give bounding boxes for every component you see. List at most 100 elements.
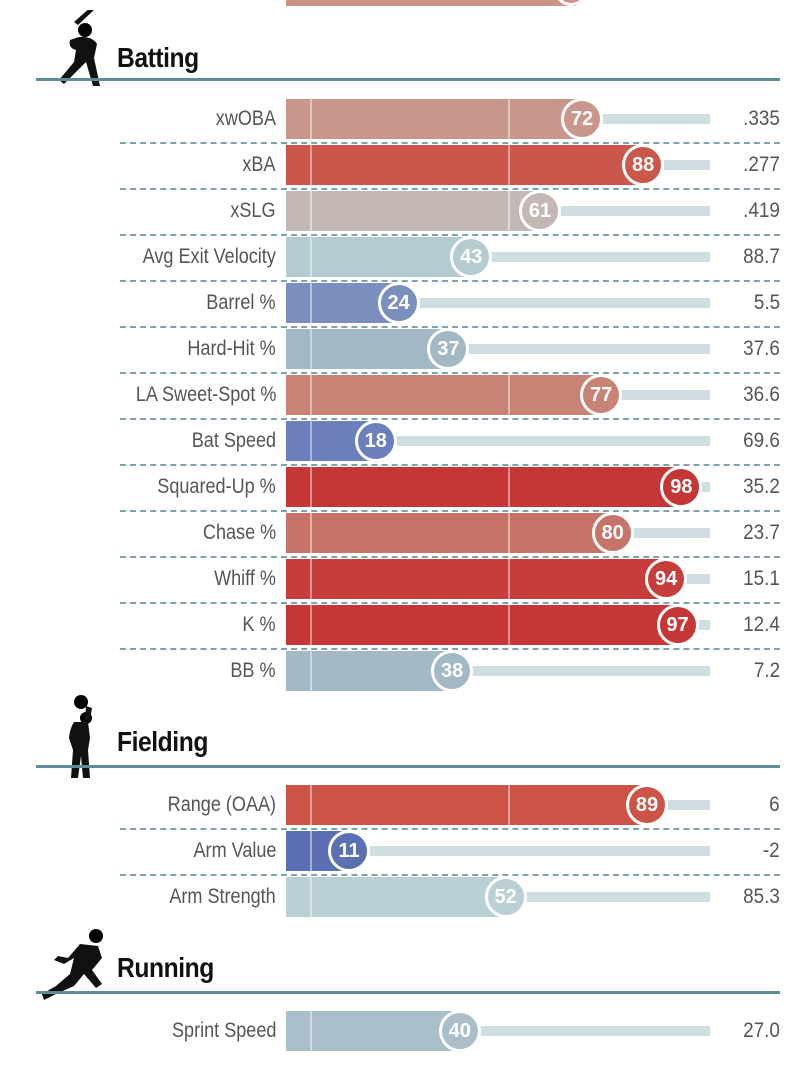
- metric-label: xSLG: [230, 199, 276, 222]
- row-divider: [120, 464, 780, 466]
- bar-gridline: [508, 467, 510, 507]
- metric-label: xwOBA: [215, 107, 276, 130]
- percentile-bar: [286, 191, 541, 231]
- metric-row: K % 97 12.4: [0, 604, 812, 651]
- percentile-bar: [286, 651, 453, 691]
- percentile-knob: 43: [450, 236, 493, 278]
- metric-value: 7.2: [753, 659, 780, 682]
- fielder-icon: [52, 694, 112, 785]
- bar-gridline: [508, 99, 510, 139]
- percentile-track: [286, 252, 710, 262]
- percentile-bar: [286, 467, 682, 507]
- percentile-knob: 24: [377, 282, 420, 324]
- percentile-knob: 88: [622, 144, 665, 186]
- percentile-bar: [286, 877, 506, 917]
- metric-value: 12.4: [743, 613, 780, 636]
- bar-gridline: [310, 421, 312, 461]
- bar-gridline: [310, 329, 312, 369]
- bar-gridline: [508, 375, 510, 415]
- metric-label: Arm Strength: [169, 885, 276, 908]
- section-title-running: Running: [117, 952, 214, 983]
- percentile-bar: [286, 99, 583, 139]
- row-divider: [120, 648, 780, 650]
- percentile-knob: 61: [519, 190, 562, 232]
- metric-label: BB %: [230, 659, 276, 682]
- percentile-knob: 72: [561, 98, 604, 140]
- bar-gridline: [508, 785, 510, 825]
- metric-row: Chase % 80 23.7: [0, 512, 812, 559]
- bar-gridline: [310, 467, 312, 507]
- bar-gridline: [310, 375, 312, 415]
- bar-gridline: [310, 237, 312, 277]
- metric-row: xwOBA 72 .335: [0, 98, 812, 145]
- metric-label: Whiff %: [214, 567, 276, 590]
- bar-gridline: [310, 651, 312, 691]
- bar-gridline: [508, 191, 510, 231]
- percentile-knob: 37: [427, 328, 470, 370]
- metric-label: K %: [242, 613, 276, 636]
- row-divider: [120, 602, 780, 604]
- row-divider: [120, 828, 780, 830]
- row-divider: [120, 234, 780, 236]
- percentile-knob: 52: [484, 876, 527, 918]
- percentile-knob: 97: [656, 604, 699, 646]
- metric-label: Hard-Hit %: [187, 337, 276, 360]
- bar-gridline: [310, 877, 312, 917]
- row-divider: [120, 372, 780, 374]
- percentile-bar: [286, 145, 644, 185]
- bar-gridline: [508, 559, 510, 599]
- percentile-bar: [286, 237, 472, 277]
- percentile-track: [286, 846, 710, 856]
- percentile-knob: 38: [431, 650, 474, 692]
- percentile-bar: [286, 559, 667, 599]
- bar-gridline: [310, 559, 312, 599]
- metric-value: 85.3: [743, 885, 780, 908]
- row-divider: [120, 418, 780, 420]
- percentile-track: [286, 436, 710, 446]
- metric-value: 69.6: [743, 429, 780, 452]
- metric-value: .277: [743, 153, 780, 176]
- bar-gridline: [310, 513, 312, 553]
- metric-value: -2: [763, 839, 780, 862]
- bar-gridline: [310, 831, 312, 871]
- metric-label: Squared-Up %: [157, 475, 276, 498]
- percentile-bar: [286, 283, 399, 323]
- percentile-bar: [286, 1011, 460, 1051]
- percentile-knob: 89: [625, 784, 668, 826]
- metric-value: 37.6: [743, 337, 780, 360]
- metric-label: Chase %: [202, 521, 276, 544]
- section-title-batting: Batting: [117, 42, 199, 73]
- percentile-knob: 98: [660, 466, 703, 508]
- percentile-knob: 11: [328, 830, 371, 872]
- metric-value: 27.0: [743, 1019, 780, 1042]
- metric-row: Hard-Hit % 37 37.6: [0, 328, 812, 375]
- metric-row: Range (OAA) 89 6: [0, 784, 812, 831]
- metric-label: Avg Exit Velocity: [142, 245, 276, 268]
- section-rule-running: [36, 991, 780, 994]
- metric-row: Arm Value 11 -2: [0, 830, 812, 877]
- metric-label: Barrel %: [206, 291, 276, 314]
- metric-row: Sprint Speed 40 27.0: [0, 1010, 812, 1057]
- metric-label: Range (OAA): [167, 793, 276, 816]
- row-divider: [120, 280, 780, 282]
- metric-row: xBA 88 .277: [0, 144, 812, 191]
- metric-row: Squared-Up % 98 35.2: [0, 466, 812, 513]
- row-divider: [120, 188, 780, 190]
- percentile-bar: [286, 605, 678, 645]
- metric-value: 23.7: [743, 521, 780, 544]
- bar-gridline: [310, 145, 312, 185]
- metric-row: Whiff % 94 15.1: [0, 558, 812, 605]
- row-divider: [120, 142, 780, 144]
- metric-value: 36.6: [743, 383, 780, 406]
- metric-value: 35.2: [743, 475, 780, 498]
- bar-gridline: [508, 605, 510, 645]
- runner-icon: [40, 928, 116, 1009]
- metric-label: Arm Value: [193, 839, 276, 862]
- row-divider: [120, 326, 780, 328]
- bar-gridline: [310, 1011, 312, 1051]
- previous-section-bar: [286, 0, 576, 6]
- row-divider: [120, 874, 780, 876]
- metric-label: Sprint Speed: [171, 1019, 276, 1042]
- metric-value: 88.7: [743, 245, 780, 268]
- metric-label: xBA: [242, 153, 276, 176]
